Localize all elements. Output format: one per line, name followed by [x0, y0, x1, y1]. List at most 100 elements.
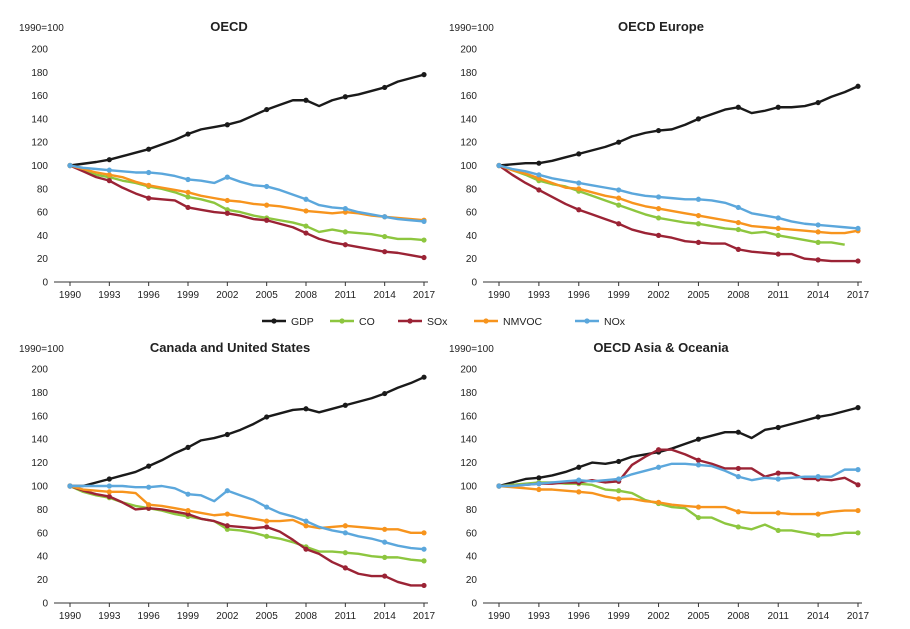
- data-point-nmvoc: [616, 496, 622, 502]
- x-tick-label: 1996: [138, 290, 161, 301]
- y-tick-label: 60: [466, 208, 478, 219]
- data-point-nox: [146, 169, 152, 176]
- x-tick-label: 2002: [216, 611, 239, 622]
- y-tick-label: 160: [460, 91, 477, 102]
- data-point-co: [695, 514, 702, 521]
- data-point-nox: [224, 174, 230, 180]
- data-point-gdp: [576, 464, 582, 470]
- data-point-nmvoc: [146, 502, 152, 508]
- y-tick-label: 80: [466, 184, 478, 195]
- data-point-co: [421, 558, 427, 564]
- data-point-nox: [695, 462, 702, 468]
- series-line-sox: [499, 448, 859, 488]
- x-tick-label: 1999: [608, 611, 631, 622]
- y-tick-label: 80: [37, 505, 49, 516]
- data-point-nmvoc: [146, 182, 152, 188]
- chart-panel-oecd-asia-oceania: OECD Asia & Oceania 1990=100 0 20 40 60 80 100 1…: [449, 340, 870, 622]
- x-tick-label: 1990: [59, 611, 82, 622]
- y-axis-unit-label: 1990=100: [19, 344, 64, 355]
- data-point-nox: [536, 481, 542, 487]
- legend-label: CO: [359, 316, 375, 328]
- data-point-sox: [303, 546, 309, 552]
- series-line-gdp: [70, 376, 425, 488]
- legend-label: NMVOC: [503, 316, 543, 328]
- y-tick-label: 200: [460, 45, 477, 56]
- data-point-nox: [146, 484, 152, 490]
- data-point-nmvoc: [303, 208, 309, 214]
- data-point-gdp: [303, 406, 309, 412]
- x-tick-label: 1990: [488, 611, 511, 622]
- data-point-gdp: [855, 83, 861, 89]
- data-point-nmvoc: [185, 507, 191, 514]
- y-tick-label: 100: [31, 161, 48, 172]
- series-sox: [67, 483, 427, 589]
- y-tick-label: 20: [37, 575, 49, 586]
- data-point-nmvoc: [815, 229, 821, 235]
- data-point-nox: [855, 225, 861, 232]
- data-point-nmvoc: [735, 219, 741, 226]
- y-tick-label: 100: [31, 482, 48, 493]
- data-point-sox: [421, 582, 427, 589]
- series-line-nox: [69, 164, 425, 223]
- data-point-nmvoc: [775, 510, 781, 516]
- x-tick-label: 2008: [727, 290, 750, 301]
- data-point-co: [264, 533, 270, 539]
- x-tick-label: 1993: [528, 290, 551, 301]
- data-point-nox: [342, 530, 348, 536]
- series-line-nmvoc: [69, 164, 425, 222]
- y-tick-label: 80: [466, 505, 478, 516]
- data-point-nox: [775, 476, 781, 482]
- x-tick-label: 2005: [256, 290, 279, 301]
- x-tick-label: 2008: [295, 611, 318, 622]
- data-point-sox: [536, 187, 542, 193]
- data-point-gdp: [146, 146, 152, 152]
- data-point-sox: [695, 239, 702, 245]
- series-co: [496, 162, 845, 246]
- data-point-gdp: [264, 414, 270, 420]
- series-line-gdp: [498, 406, 859, 488]
- x-tick-label: 2017: [847, 290, 870, 301]
- data-point-sox: [264, 217, 270, 223]
- y-tick-label: 40: [37, 552, 49, 563]
- chart-panel-oecd: OECD 1990=100 0 20 40 60 80 100 120 140 160 180 200 1…: [19, 19, 436, 301]
- data-point-co: [775, 232, 781, 238]
- y-tick-label: 20: [466, 254, 478, 265]
- y-tick-label: 180: [31, 388, 48, 399]
- x-tick-label: 2014: [374, 611, 397, 622]
- data-point-sox: [342, 242, 348, 248]
- data-point-gdp: [775, 424, 781, 431]
- y-tick-label: 0: [42, 278, 48, 289]
- data-point-sox: [815, 257, 821, 263]
- data-point-co: [303, 223, 309, 229]
- series-line-nox: [498, 164, 859, 230]
- data-point-nmvoc: [855, 507, 861, 514]
- x-tick-label: 2002: [647, 611, 670, 622]
- data-point-nmvoc: [655, 206, 662, 212]
- series-nox: [496, 462, 861, 489]
- y-tick-label: 100: [460, 161, 477, 172]
- data-point-gdp: [224, 431, 230, 438]
- legend-item-co: CO: [330, 316, 375, 328]
- data-point-nmvoc: [264, 518, 270, 524]
- data-point-gdp: [815, 99, 821, 106]
- data-point-nmvoc: [616, 195, 622, 201]
- chart-panel-oecd-europe: OECD Europe 1990=100 0 20 40 60 80 100 120 140 160…: [449, 19, 870, 301]
- data-point-co: [655, 215, 662, 221]
- data-point-nmvoc: [815, 511, 821, 517]
- data-point-gdp: [264, 106, 270, 113]
- chart-title: OECD Europe: [618, 19, 704, 34]
- data-point-nmvoc: [382, 526, 388, 532]
- data-point-nox: [655, 194, 662, 200]
- data-point-co: [382, 554, 388, 560]
- y-tick-label: 0: [471, 278, 477, 289]
- data-point-gdp: [185, 131, 191, 137]
- data-point-gdp: [382, 390, 388, 397]
- data-point-sox: [775, 470, 781, 476]
- x-tick-label: 2011: [335, 290, 357, 301]
- legend-swatch-marker: [271, 318, 277, 324]
- data-point-nox: [67, 162, 73, 169]
- y-tick-label: 40: [466, 231, 478, 242]
- data-point-sox: [421, 254, 427, 261]
- data-point-gdp: [695, 436, 702, 442]
